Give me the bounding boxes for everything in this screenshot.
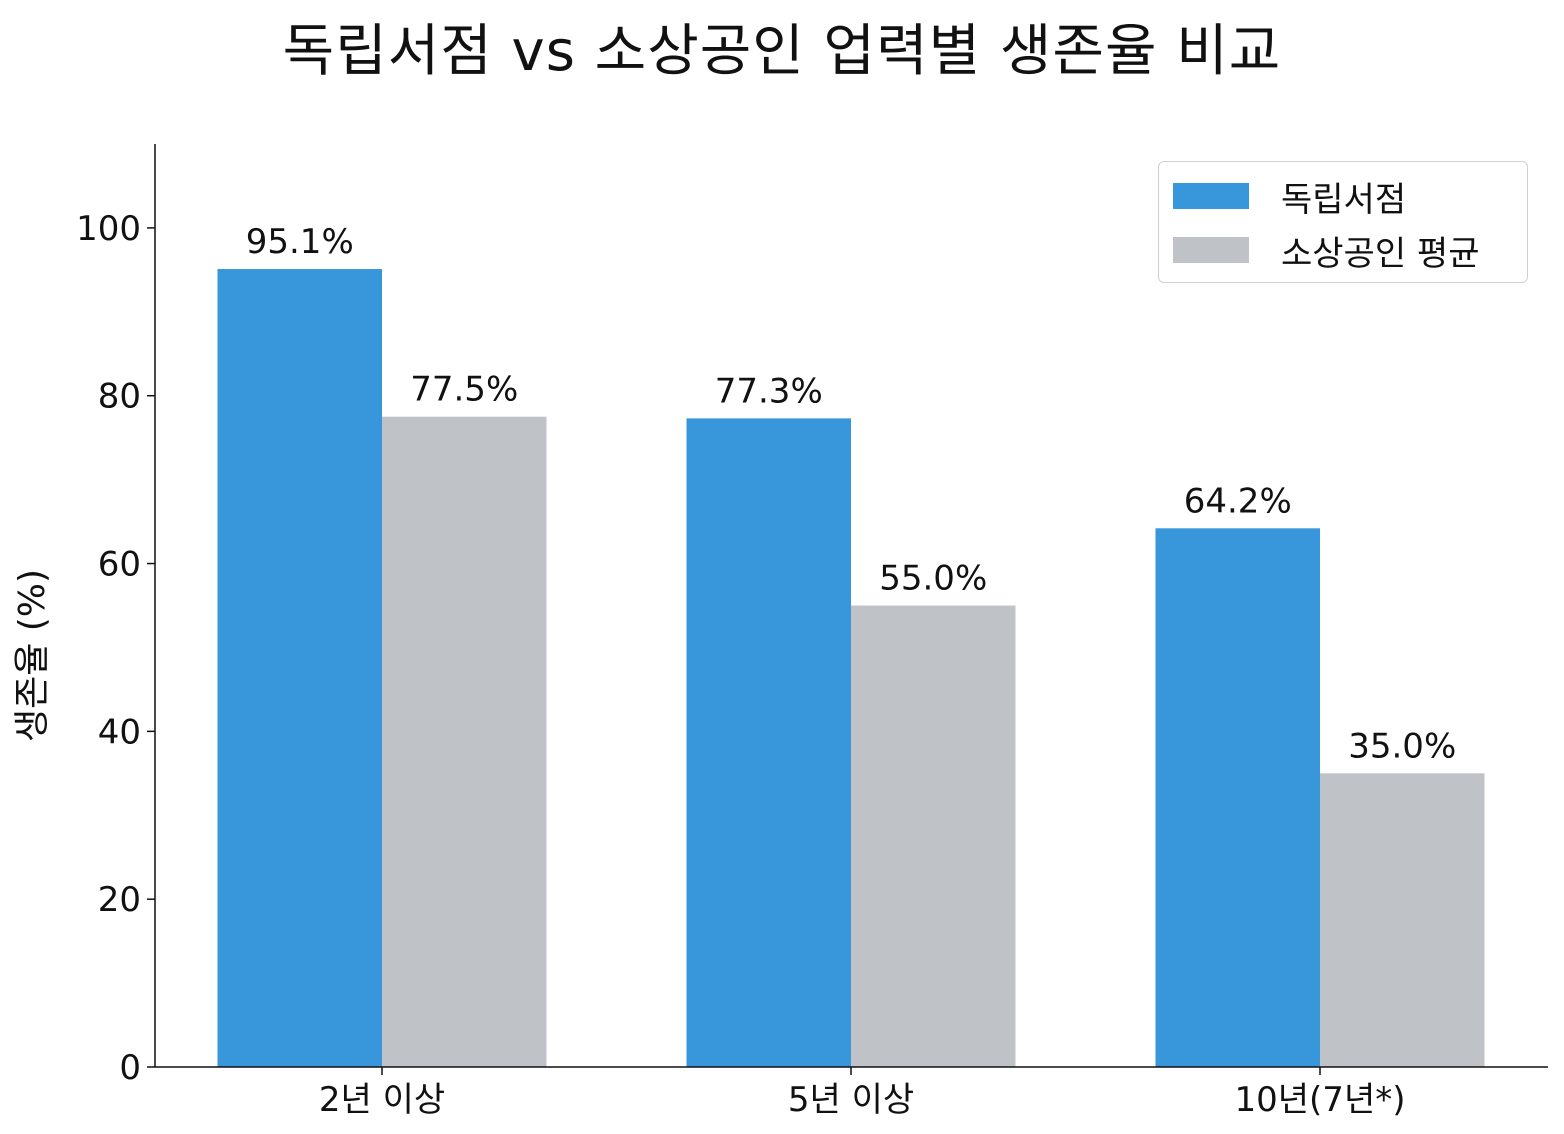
y-tick-label: 60 bbox=[98, 545, 141, 585]
data-label-small-business-0: 77.5% bbox=[410, 370, 518, 410]
y-axis-label: 생존율 (%) bbox=[12, 569, 53, 742]
bar-small-business-1 bbox=[851, 605, 1016, 1067]
bar-small-business-0 bbox=[382, 416, 547, 1067]
y-tick-label: 40 bbox=[98, 712, 141, 752]
bar-bookstore-2 bbox=[1155, 528, 1320, 1067]
y-tick-label: 0 bbox=[119, 1048, 141, 1088]
legend-swatch-small-business bbox=[1173, 237, 1249, 263]
y-axis-ticks: 0 20 40 60 80 100 bbox=[76, 209, 155, 1088]
y-tick-label: 80 bbox=[98, 377, 141, 417]
legend-label-bookstores: 독립서점 bbox=[1281, 179, 1407, 220]
legend-item-small-business: 소상공인 평균 bbox=[1173, 230, 1480, 274]
bar-bookstore-0 bbox=[217, 269, 382, 1067]
bar-small-business-2 bbox=[1320, 773, 1485, 1067]
legend-item-bookstores: 독립서점 bbox=[1173, 176, 1406, 220]
x-tick-label: 5년 이상 bbox=[788, 1080, 914, 1120]
data-label-small-business-1: 55.0% bbox=[879, 559, 987, 599]
y-tick-label: 100 bbox=[76, 209, 141, 249]
legend: 독립서점 소상공인 평균 bbox=[1158, 161, 1528, 283]
chart-title: 독립서점 vs 소상공인 업력별 생존율 비교 bbox=[282, 19, 1282, 84]
bars-group bbox=[217, 269, 1485, 1068]
data-label-bookstore-0: 95.1% bbox=[246, 222, 354, 262]
x-axis-ticks: 2년 이상 5년 이상 10년(7년*) bbox=[319, 1067, 1406, 1120]
data-label-small-business-2: 35.0% bbox=[1348, 726, 1456, 766]
bar-bookstore-1 bbox=[686, 418, 851, 1068]
data-label-bookstore-1: 77.3% bbox=[715, 371, 823, 411]
data-labels-group: 95.1% 77.5% 77.3% 55.0% 64.2% 35.0% bbox=[246, 222, 1457, 766]
legend-swatch-bookstores bbox=[1173, 183, 1249, 209]
y-tick-label: 20 bbox=[98, 880, 141, 920]
x-tick-label: 10년(7년*) bbox=[1235, 1080, 1406, 1120]
x-tick-label: 2년 이상 bbox=[319, 1080, 445, 1120]
data-label-bookstore-2: 64.2% bbox=[1184, 481, 1292, 521]
legend-label-small-business: 소상공인 평균 bbox=[1281, 233, 1480, 274]
